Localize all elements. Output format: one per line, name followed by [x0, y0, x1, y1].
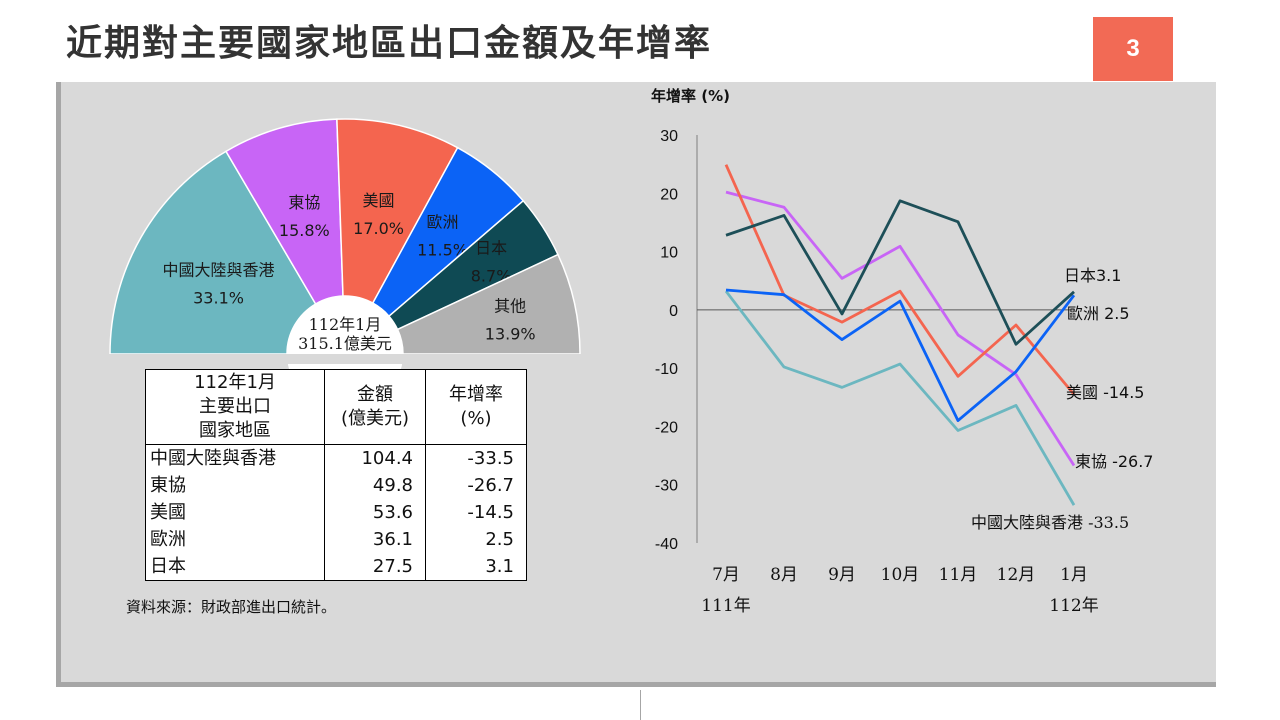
- y-axis-title: 年增率 (%): [651, 87, 730, 105]
- pie-slice-label: 中國大陸與香港: [163, 261, 275, 280]
- table-cell-amount: 27.5: [324, 553, 426, 581]
- pie-center-label-1: 112年1月: [309, 315, 382, 334]
- pie-slice-label: 美國: [363, 191, 395, 210]
- pie-center-label-2: 315.1億美元: [298, 334, 392, 353]
- table-cell-region: 中國大陸與香港: [145, 444, 325, 472]
- table-header-growth: 年增率 (%): [425, 369, 527, 445]
- y-tick-label: 0: [669, 303, 678, 320]
- table-cell-amount: 104.4: [324, 444, 426, 472]
- table-header-row: 112年1月 主要出口 國家地區 金額 (億美元) 年增率 (%): [145, 369, 527, 445]
- table-cell-amount: 53.6: [324, 499, 426, 526]
- x-year-label: 111年: [701, 596, 750, 616]
- table-row: 歐洲 36.1 2.5: [145, 526, 527, 553]
- table-cell-region: 美國: [145, 499, 325, 526]
- pie-slice-pct: 33.1%: [193, 289, 244, 308]
- table-cell-region: 東協: [145, 472, 325, 499]
- series-end-label: 中國大陸與香港 -33.5: [971, 513, 1129, 532]
- x-tick-label: 1月: [1060, 565, 1088, 585]
- y-tick-label: -10: [655, 361, 678, 378]
- table-cell-amount: 49.8: [324, 472, 426, 499]
- slide-divider: [640, 690, 641, 720]
- table-header-region: 112年1月 主要出口 國家地區: [145, 369, 325, 445]
- pie-slice-pct: 11.5%: [417, 240, 468, 259]
- series-line: [725, 288, 1076, 423]
- pie-slice-label: 東協: [288, 193, 320, 212]
- x-tick-label: 10月: [881, 565, 920, 585]
- line-chart: 年增率 (%) 30 20 10 0 -10 -20 -30 -40 7月 8月 9月 10月 11月 12…: [651, 87, 1154, 616]
- pie-slice-label: 歐洲: [427, 212, 459, 231]
- table-row: 東協 49.8 -26.7: [145, 472, 527, 499]
- y-tick-label: -40: [655, 536, 678, 553]
- table-cell-region: 歐洲: [145, 526, 325, 553]
- pie-slice-pct: 15.8%: [279, 221, 330, 240]
- source-note: 資料來源：財政部進出口統計。: [126, 598, 337, 616]
- table-cell-growth: 3.1: [425, 553, 527, 581]
- table-row: 日本 27.5 3.1: [145, 553, 527, 581]
- y-tick-label: -20: [655, 419, 678, 436]
- pie-baseline-mask: [108, 354, 582, 364]
- x-tick-label: 12月: [997, 565, 1036, 585]
- table-cell-growth: -26.7: [425, 472, 527, 499]
- page-number-badge: 3: [1093, 17, 1173, 81]
- y-tick-label: 30: [660, 128, 678, 145]
- pie-slice-label: 日本: [475, 239, 507, 258]
- x-tick-label: 11月: [939, 565, 978, 585]
- y-tick-label: -30: [655, 478, 678, 495]
- export-table: 112年1月 主要出口 國家地區 金額 (億美元) 年增率 (%) 中國大陸與香…: [145, 369, 527, 581]
- table-cell-growth: -33.5: [425, 444, 527, 472]
- pie-slice-pct: 13.9%: [485, 324, 536, 343]
- x-tick-label: 9月: [828, 565, 856, 585]
- series-end-label: 日本3.1: [1064, 266, 1121, 285]
- x-tick-label: 7月: [712, 565, 740, 585]
- series-line: [724, 290, 1076, 506]
- x-tick-label: 8月: [770, 565, 798, 585]
- series-end-label: 東協 -26.7: [1075, 452, 1154, 471]
- table-header-amount: 金額 (億美元): [324, 369, 426, 445]
- y-tick-label: 20: [660, 186, 678, 203]
- pie-slice-label: 其他: [494, 296, 526, 315]
- table-row: 美國 53.6 -14.5: [145, 499, 527, 526]
- pie-slice: [109, 150, 317, 355]
- table-cell-region: 日本: [145, 553, 325, 581]
- y-tick-label: 10: [660, 245, 678, 262]
- series-end-label: 歐洲 2.5: [1067, 304, 1130, 323]
- pie-slice-pct: 17.0%: [353, 219, 404, 238]
- table-cell-amount: 36.1: [324, 526, 426, 553]
- x-year-label: 112年: [1049, 596, 1098, 616]
- table-row: 中國大陸與香港 104.4 -33.5: [145, 444, 527, 472]
- page-title: 近期對主要國家地區出口金額及年增率: [66, 23, 713, 64]
- table-cell-growth: 2.5: [425, 526, 527, 553]
- table-cell-growth: -14.5: [425, 499, 527, 526]
- series-end-label: 美國 -14.5: [1066, 383, 1145, 402]
- series-line: [725, 199, 1075, 346]
- series-line: [725, 190, 1076, 467]
